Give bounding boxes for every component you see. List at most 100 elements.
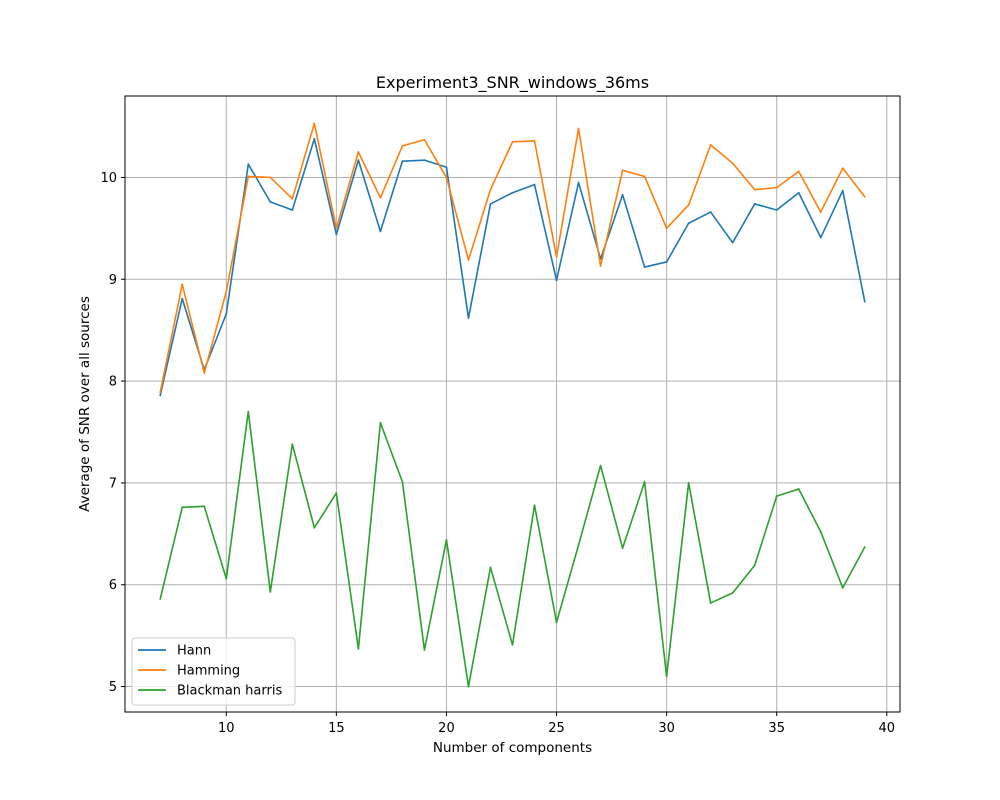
x-tick-label: 35: [768, 721, 785, 736]
data-point-blackman-harris: [401, 480, 404, 483]
data-point-blackman-harris: [797, 488, 800, 490]
legend-label-blackman-harris: Blackman harris: [177, 684, 282, 699]
data-point-blackman-harris: [181, 506, 184, 509]
data-point-hamming: [159, 391, 162, 394]
data-point-hann: [357, 159, 360, 162]
x-tick-label: 20: [438, 721, 455, 736]
data-point-hann: [225, 312, 228, 315]
legend-entries: Hann Hamming Blackman harris: [138, 644, 282, 699]
data-point-hann: [269, 200, 272, 203]
x-tick-label: 15: [328, 721, 345, 736]
data-point-blackman-harris: [291, 443, 294, 446]
x-tick-label: 25: [548, 721, 565, 736]
data-point-hann: [709, 211, 712, 213]
data-point-blackman-harris: [445, 539, 448, 541]
legend: Hann Hamming Blackman harris: [131, 637, 296, 706]
x-axis-ticks: 10 15 20 25 30 35 40: [218, 712, 895, 736]
data-point-blackman-harris: [665, 675, 668, 678]
data-point-hann: [775, 209, 778, 211]
data-point-blackman-harris: [203, 505, 206, 508]
data-point-hann: [467, 317, 470, 319]
data-point-blackman-harris: [621, 547, 624, 549]
data-point-hann: [181, 297, 184, 300]
data-point-hann: [577, 181, 580, 184]
data-point-blackman-harris: [709, 602, 712, 604]
data-point-hann: [247, 163, 250, 166]
data-point-hamming: [291, 197, 294, 200]
data-point-hamming: [357, 151, 360, 153]
data-point-blackman-harris: [687, 482, 690, 484]
data-point-hann: [533, 183, 536, 186]
data-point-hamming: [247, 175, 250, 178]
y-axis-title: Average of SNR over all sources: [77, 296, 93, 512]
y-tick-label: 8: [109, 375, 117, 390]
series-lines: [159, 122, 866, 688]
data-point-hamming: [709, 143, 712, 146]
data-point-blackman-harris: [577, 544, 580, 546]
data-point-blackman-harris: [533, 504, 536, 507]
data-point-hamming: [775, 186, 778, 189]
data-point-hamming: [379, 196, 382, 199]
data-point-hann: [489, 203, 492, 205]
legend-box: [131, 637, 296, 706]
data-point-hann: [621, 193, 624, 196]
legend-label-hamming: Hamming: [177, 664, 240, 679]
data-point-blackman-harris: [555, 621, 558, 624]
data-point-hamming: [621, 169, 624, 172]
data-point-blackman-harris: [489, 566, 492, 569]
data-point-hamming: [687, 204, 690, 206]
data-point-hamming: [599, 265, 602, 267]
data-point-hann: [753, 203, 756, 205]
data-point-hamming: [445, 176, 448, 179]
x-axis-title: Number of components: [433, 740, 592, 756]
data-point-hamming: [269, 176, 272, 179]
data-point-hann: [841, 189, 844, 192]
data-point-hann: [731, 241, 734, 244]
data-point-blackman-harris: [643, 480, 646, 483]
data-point-hamming: [511, 140, 514, 143]
y-tick-label: 9: [109, 273, 117, 288]
data-point-hamming: [643, 175, 646, 178]
data-point-hamming: [577, 127, 580, 130]
data-points-hamming: [159, 122, 866, 394]
data-point-hamming: [335, 227, 338, 230]
data-point-hann: [863, 300, 866, 303]
data-point-hamming: [863, 195, 866, 198]
data-point-hamming: [313, 122, 316, 125]
data-point-hann: [643, 266, 646, 268]
y-tick-label: 7: [109, 476, 117, 491]
data-point-hann: [423, 159, 426, 162]
data-point-hamming: [423, 138, 426, 141]
data-points-blackman-harris: [159, 410, 866, 688]
data-point-blackman-harris: [313, 526, 316, 529]
data-point-hamming: [731, 162, 734, 165]
data-point-hamming: [797, 170, 800, 173]
data-point-hamming: [489, 188, 492, 191]
data-point-hann: [401, 160, 404, 163]
y-tick-label: 5: [109, 680, 117, 695]
data-point-blackman-harris: [159, 598, 162, 600]
data-point-blackman-harris: [247, 410, 250, 413]
data-point-hamming: [819, 211, 822, 213]
data-point-hann: [555, 279, 558, 282]
data-point-blackman-harris: [269, 590, 272, 593]
data-point-hann: [313, 137, 316, 140]
data-point-hamming: [665, 227, 668, 230]
grid-lines: [125, 96, 900, 712]
chart-title: Experiment3_SNR_windows_36ms: [376, 73, 649, 93]
data-point-hann: [335, 233, 338, 236]
y-axis-ticks: 5 6 7 8 9 10: [100, 171, 125, 695]
y-tick-label: 10: [100, 171, 117, 186]
data-point-hann: [665, 261, 668, 263]
data-point-blackman-harris: [731, 591, 734, 594]
data-point-hamming: [181, 283, 184, 286]
data-point-hamming: [841, 167, 844, 170]
data-point-blackman-harris: [379, 421, 382, 424]
data-point-hamming: [225, 290, 228, 293]
data-point-blackman-harris: [225, 577, 228, 580]
data-point-hann: [819, 236, 822, 239]
data-point-blackman-harris: [863, 546, 866, 548]
data-point-hann: [511, 191, 514, 194]
data-point-blackman-harris: [467, 685, 470, 688]
